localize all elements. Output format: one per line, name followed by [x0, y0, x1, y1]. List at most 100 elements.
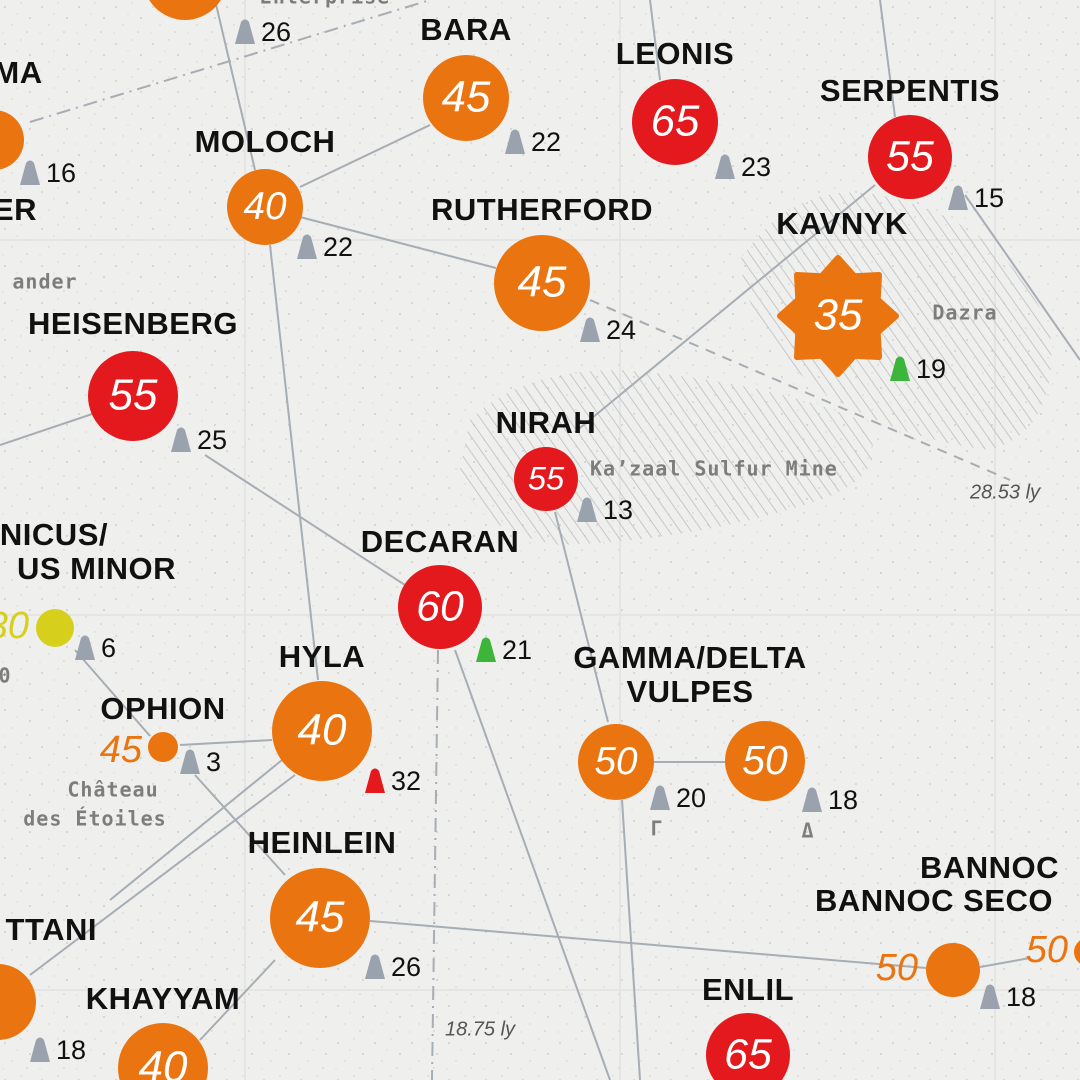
population-count: 19 [916, 354, 946, 384]
population-marker [650, 785, 670, 810]
system-circle [227, 169, 303, 245]
route [199, 959, 276, 1041]
population-marker [980, 984, 1000, 1009]
system-name: KHAYYAM [86, 981, 241, 1016]
population-count: 6 [101, 633, 116, 663]
system-value: 45 [296, 893, 345, 942]
system-value: 55 [109, 371, 158, 420]
population-marker [715, 154, 735, 179]
population-marker [365, 768, 385, 793]
system-note: Δ [801, 819, 814, 843]
population-marker [171, 427, 191, 452]
system-value: 65 [724, 1030, 772, 1078]
population-marker [476, 637, 496, 662]
route [979, 957, 1031, 968]
system-value: 45 [442, 73, 491, 122]
population-marker [577, 497, 597, 522]
system-value: 45 [518, 258, 567, 307]
population-count: 22 [323, 232, 353, 262]
system-name: VULPES [626, 674, 753, 709]
system-circle [88, 351, 178, 441]
route [879, 0, 896, 118]
population-marker [297, 234, 317, 259]
system-circle [423, 55, 509, 141]
population-marker [802, 787, 822, 812]
system-circle [706, 1013, 790, 1080]
dashed-route [589, 299, 1011, 481]
distance-line [29, 0, 431, 123]
system-value: 60 [416, 582, 464, 630]
system-circle [725, 721, 805, 801]
route [109, 759, 283, 901]
system-note: Γ [650, 817, 663, 841]
population-marker [75, 635, 95, 660]
system-value: 40 [243, 185, 287, 228]
population-count: 26 [391, 952, 421, 982]
route [74, 649, 151, 737]
system-value: 55 [528, 460, 565, 497]
population-count: 32 [391, 766, 421, 796]
population-count: 18 [828, 785, 858, 815]
route [29, 774, 296, 976]
system-circle [0, 110, 24, 170]
population-count: 25 [197, 425, 227, 455]
system-name: DECARAN [361, 524, 520, 559]
route [554, 511, 609, 723]
population-count: 13 [603, 495, 633, 525]
population-marker [20, 160, 40, 185]
system-name: TTANI [6, 912, 97, 947]
population-marker [505, 129, 525, 154]
system-star [777, 255, 899, 377]
population-marker [365, 954, 385, 979]
system-name: RUTHERFORD [431, 192, 653, 227]
population-count: 16 [46, 158, 76, 188]
route [0, 407, 111, 446]
route [574, 184, 876, 433]
system-circle [632, 79, 718, 165]
population-count: 20 [676, 783, 706, 813]
system-value: 55 [886, 132, 934, 180]
system-value: 50 [594, 740, 638, 783]
system-name: ER [0, 192, 37, 227]
system-name: OPHION [100, 691, 225, 726]
population-marker [235, 19, 255, 44]
system-circle [148, 732, 178, 762]
system-name: BANNOC SECO [815, 883, 1053, 918]
system-circle [36, 609, 74, 647]
system-name: BANNOC [920, 850, 1059, 885]
system-circle [868, 115, 952, 199]
system-note: des Étoiles [23, 807, 166, 831]
route [179, 739, 273, 746]
system-circle [118, 1023, 208, 1080]
population-marker [580, 317, 600, 342]
population-count: 23 [741, 152, 771, 182]
route [621, 799, 641, 1080]
system-value: 50 [1026, 929, 1068, 971]
route [204, 454, 406, 586]
system-circle [1074, 940, 1080, 964]
system-name: BARA [420, 12, 512, 47]
system-circle [514, 447, 578, 511]
route [649, 0, 661, 81]
route [214, 0, 256, 171]
route [369, 920, 927, 969]
system-value: 40 [139, 1043, 188, 1080]
system-circle [270, 868, 370, 968]
system-name: MOLOCH [195, 124, 336, 159]
system-note: Enterprise [260, 0, 390, 9]
population-count: 21 [502, 635, 532, 665]
system-note: Ka’zaal Sulfur Mine [590, 457, 838, 481]
system-circle [398, 565, 482, 649]
distance-label: 18.75 ly [445, 1018, 516, 1040]
system-note: Dazra [932, 301, 997, 325]
system-name: NIRAH [496, 405, 597, 440]
system-name: US MINOR [17, 551, 176, 586]
system-note: Château [67, 778, 158, 802]
system-circle [578, 724, 654, 800]
route [299, 216, 497, 269]
route [269, 244, 319, 681]
